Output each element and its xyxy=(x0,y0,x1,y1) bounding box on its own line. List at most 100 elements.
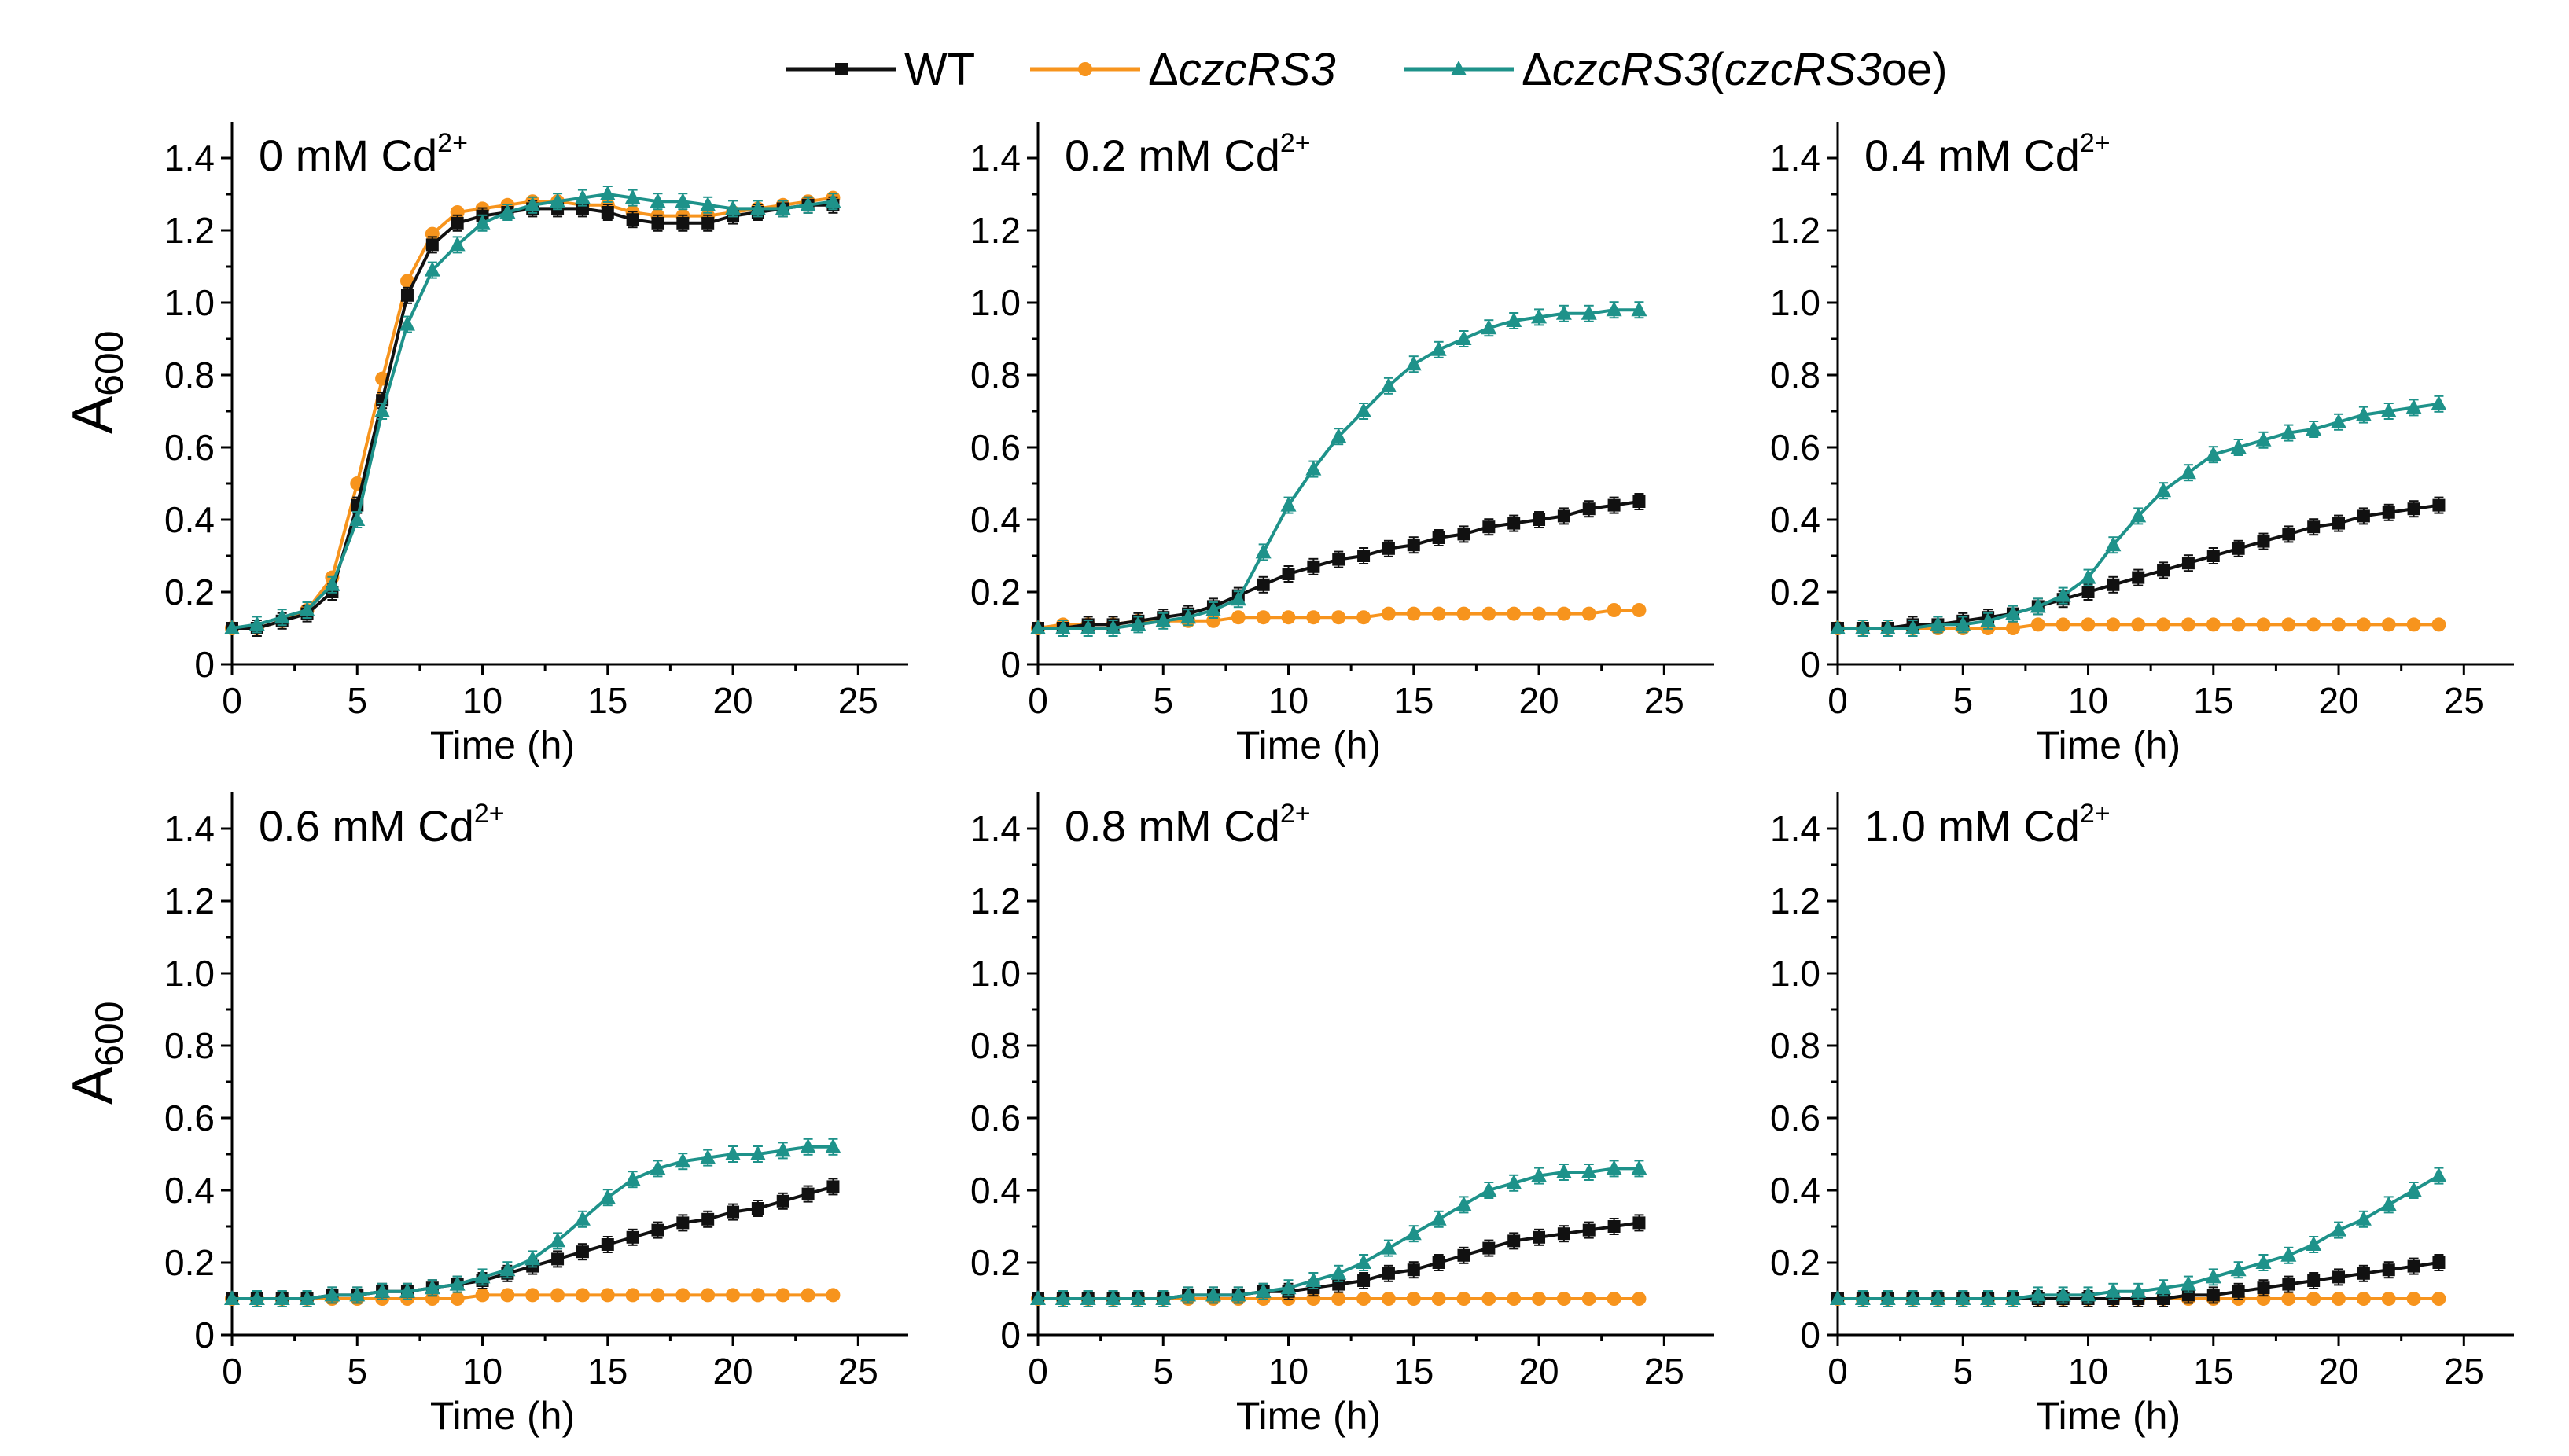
data-point-wt xyxy=(2107,578,2120,591)
data-point-oe xyxy=(1205,1286,1221,1302)
y-tick-label: 1.4 xyxy=(1770,808,1820,849)
legend-marker-oe xyxy=(1451,61,1467,75)
data-point-oe xyxy=(2080,1286,2096,1302)
y-tick-label: 0.8 xyxy=(970,355,1021,395)
data-point-wt xyxy=(2232,1285,2245,1298)
data-point-wt xyxy=(751,1202,764,1215)
data-point-oe xyxy=(2280,424,2297,439)
data-point-wt xyxy=(2081,586,2095,598)
data-point-oe xyxy=(1879,1290,1896,1305)
data-point-wt xyxy=(1432,531,1445,544)
series-line-dczcrs3 xyxy=(232,196,834,630)
data-point-dczcrs3 xyxy=(726,1288,741,1303)
data-point-oe xyxy=(2380,403,2397,417)
data-point-oe xyxy=(1130,1290,1146,1305)
data-point-wt xyxy=(1407,1263,1420,1277)
data-point-wt xyxy=(1332,553,1345,566)
y-tick-label: 0 xyxy=(194,1314,215,1355)
data-point-dczcrs3 xyxy=(2431,617,2446,632)
data-point-dczcrs3 xyxy=(2381,1292,2396,1306)
data-point-dczcrs3 xyxy=(1406,1292,1421,1306)
x-tick-label: 0 xyxy=(222,680,242,721)
y-tick-label: 1.4 xyxy=(1770,138,1820,178)
data-point-dczcrs3 xyxy=(1481,606,1496,621)
data-point-oe xyxy=(1531,308,1548,324)
data-point-oe xyxy=(2055,586,2071,602)
data-point-oe xyxy=(1430,340,1447,356)
data-point-oe xyxy=(1155,1290,1172,1305)
panels: 0 0.2 0.4 0.6 0.8 1.0 1.2 1.4 0 5 10 15 20 25 Time (h)… xyxy=(61,122,2514,1438)
data-point-wt xyxy=(1382,1267,1395,1280)
data-point-oe xyxy=(749,1145,766,1160)
x-tick-label: 5 xyxy=(347,1351,367,1392)
data-point-oe xyxy=(2431,395,2447,410)
y-tick-label: 1.0 xyxy=(1770,953,1820,994)
y-tick-label: 0.6 xyxy=(1770,427,1820,468)
data-point-oe xyxy=(248,616,265,631)
data-point-oe xyxy=(2155,1279,2172,1295)
data-point-dczcrs3 xyxy=(2406,1292,2421,1306)
data-point-oe xyxy=(1955,1290,1971,1305)
data-point-wt xyxy=(1632,495,1646,508)
x-tick-label: 10 xyxy=(2068,1351,2108,1392)
data-point-dczcrs3 xyxy=(1632,603,1647,617)
y-tick-label: 0.8 xyxy=(970,1025,1021,1066)
y-tick-label: 0.2 xyxy=(164,572,215,612)
y-tick-label: 0 xyxy=(1000,644,1021,685)
data-point-dczcrs3 xyxy=(1581,1292,1596,1306)
data-point-wt xyxy=(1407,539,1420,552)
x-tick-label: 0 xyxy=(1827,1351,1848,1392)
x-tick-label: 10 xyxy=(2068,680,2108,721)
data-point-oe xyxy=(1854,620,1871,634)
x-tick-label: 10 xyxy=(1268,1351,1308,1392)
data-point-dczcrs3 xyxy=(525,1288,540,1303)
data-point-oe xyxy=(299,1290,315,1305)
data-point-dczcrs3 xyxy=(2332,1292,2346,1306)
data-point-wt xyxy=(2432,498,2446,512)
series-line-oe xyxy=(232,1145,834,1300)
data-point-oe xyxy=(1380,1239,1397,1255)
data-point-wt xyxy=(551,1252,565,1266)
data-point-dczcrs3 xyxy=(1456,1292,1471,1306)
data-point-oe xyxy=(599,186,616,200)
data-point-oe xyxy=(2004,1290,2021,1305)
legend: WT ΔczcRS3 ΔczcRS3(czcRS3oe) xyxy=(786,44,1948,95)
data-point-dczcrs3 xyxy=(1532,606,1547,621)
y-tick-label: 0 xyxy=(1800,1314,1820,1355)
y-tick-label: 0.6 xyxy=(1770,1098,1820,1138)
data-point-oe xyxy=(324,575,340,591)
data-point-dczcrs3 xyxy=(2256,617,2271,632)
data-point-dczcrs3 xyxy=(1356,610,1371,625)
legend-label-wt: WT xyxy=(904,44,975,95)
y-tick-label: 1.0 xyxy=(970,953,1021,994)
data-point-dczcrs3 xyxy=(1281,610,1296,625)
legend-marker-wt xyxy=(835,63,848,75)
data-point-wt xyxy=(2282,528,2295,541)
data-point-oe xyxy=(1905,620,1921,634)
legend-item-dczcrs3: ΔczcRS3 xyxy=(1030,44,1336,95)
data-point-wt xyxy=(1507,517,1521,530)
data-point-oe xyxy=(474,1268,491,1284)
x-tick-label: 25 xyxy=(1644,680,1684,721)
panel-title: 1.0 mM Cd2+ xyxy=(1864,799,2111,851)
data-point-oe xyxy=(650,1160,666,1175)
series-line-wt xyxy=(232,1185,834,1300)
y-tick-label: 0.6 xyxy=(970,1098,1021,1138)
data-point-dczcrs3 xyxy=(826,1288,841,1303)
legend-label-dczcrs3: ΔczcRS3 xyxy=(1148,44,1336,95)
data-point-oe xyxy=(1080,620,1096,634)
data-point-dczcrs3 xyxy=(1556,606,1571,621)
data-point-wt xyxy=(2382,1263,2395,1277)
data-point-dczcrs3 xyxy=(550,1288,565,1303)
data-point-oe xyxy=(2230,1261,2247,1277)
data-point-oe xyxy=(524,196,541,211)
data-point-wt xyxy=(2382,506,2395,519)
panel-4: 0 0.2 0.4 0.6 0.8 1.0 1.2 1.4 0 5 10 15 20 25 Time (h)… xyxy=(61,792,908,1438)
y-tick-label: 0 xyxy=(1000,1314,1021,1355)
data-point-dczcrs3 xyxy=(1507,606,1522,621)
data-point-oe xyxy=(1481,319,1497,335)
x-tick-label: 5 xyxy=(1153,1351,1173,1392)
data-point-oe xyxy=(1481,1182,1497,1197)
x-tick-label: 15 xyxy=(2193,680,2233,721)
